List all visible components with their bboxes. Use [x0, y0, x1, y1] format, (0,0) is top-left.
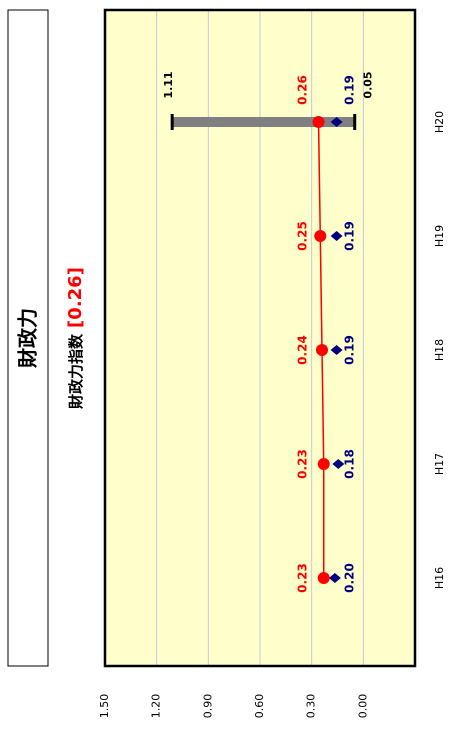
y-tick-label: 0.30 — [305, 694, 318, 719]
marks: 1.11 0.05 0.20 0.18 0.19 0.19 0.19 0.23 0.23 0.24… — [162, 71, 375, 592]
point — [312, 116, 325, 128]
data-label: 0.23 — [296, 449, 310, 479]
data-label: 0.24 — [296, 335, 310, 365]
data-label: 0.26 — [296, 75, 310, 105]
point — [314, 230, 327, 242]
point — [317, 458, 330, 470]
chart-title: 財政力 — [16, 308, 40, 368]
x-tick-label: H19 — [433, 225, 446, 247]
data-label: 0.20 — [343, 563, 357, 593]
point — [328, 573, 341, 583]
x-tick-label: H16 — [433, 567, 446, 589]
point — [316, 344, 328, 356]
point — [317, 572, 330, 584]
range-bar — [172, 117, 355, 127]
point — [330, 117, 343, 127]
range-min-label: 0.05 — [362, 71, 375, 98]
x-tick-label: H18 — [433, 339, 446, 361]
subtitle: 財政力指数 [0.26] — [65, 267, 86, 410]
subtitle-text: 財政力指数 — [67, 333, 85, 410]
range-max-label: 1.11 — [162, 71, 175, 98]
x-tick-label: H17 — [433, 453, 446, 475]
point — [330, 345, 343, 355]
data-label: 0.25 — [296, 221, 310, 251]
y-tick-label: 0.90 — [201, 694, 214, 719]
data-label: 0.18 — [343, 449, 357, 479]
y-tick-label: 1.50 — [98, 694, 111, 719]
y-tick-label: 1.20 — [150, 694, 163, 719]
point — [332, 459, 345, 469]
y-tick-label: 0.60 — [253, 694, 266, 719]
data-label: 0.19 — [343, 335, 357, 365]
plot-frame — [103, 8, 417, 668]
subtitle-value: [0.26] — [65, 267, 86, 328]
data-label: 0.19 — [343, 75, 357, 105]
x-tick-label: H20 — [433, 111, 446, 133]
title-box — [7, 9, 49, 667]
data-label: 0.19 — [343, 221, 357, 251]
y-tick-label: 0.00 — [356, 694, 369, 719]
data-label: 0.23 — [296, 563, 310, 593]
point — [330, 231, 343, 241]
